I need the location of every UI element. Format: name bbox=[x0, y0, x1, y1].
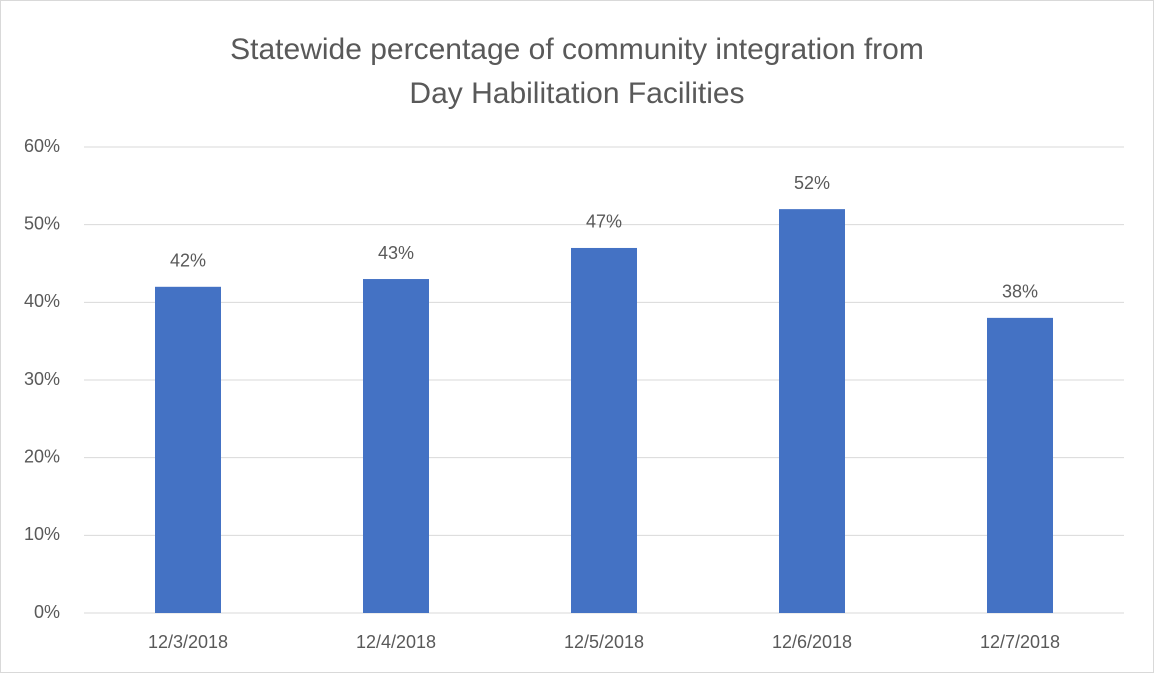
x-tick-label: 12/4/2018 bbox=[356, 632, 436, 652]
y-tick-label: 40% bbox=[24, 291, 60, 311]
y-tick-label: 30% bbox=[24, 369, 60, 389]
bar bbox=[363, 279, 429, 613]
x-tick-label: 12/5/2018 bbox=[564, 632, 644, 652]
y-tick-label: 50% bbox=[24, 213, 60, 233]
bar bbox=[571, 247, 637, 613]
data-label: 43% bbox=[378, 243, 414, 263]
bar bbox=[779, 209, 845, 613]
y-tick-label: 10% bbox=[24, 524, 60, 544]
x-tick-label: 12/7/2018 bbox=[980, 632, 1060, 652]
data-label: 38% bbox=[1002, 282, 1038, 302]
x-tick-label: 12/6/2018 bbox=[772, 632, 852, 652]
data-label: 52% bbox=[794, 173, 830, 193]
y-tick-label: 20% bbox=[24, 446, 60, 466]
chart-title: Statewide percentage of community integr… bbox=[230, 33, 924, 110]
data-label: 42% bbox=[170, 251, 206, 271]
data-label: 47% bbox=[586, 212, 622, 232]
bar bbox=[987, 317, 1053, 613]
bar bbox=[155, 286, 221, 613]
y-tick-label: 0% bbox=[34, 602, 60, 622]
y-tick-label: 60% bbox=[24, 136, 60, 156]
x-tick-label: 12/3/2018 bbox=[148, 632, 228, 652]
